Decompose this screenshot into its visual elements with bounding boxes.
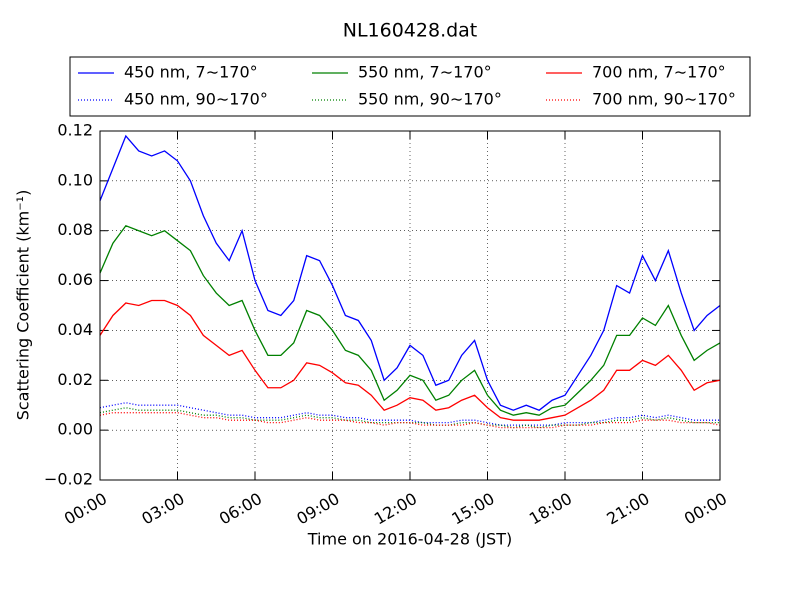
data-line — [99, 224, 721, 416]
legend-label: 700 nm, 90∼170° — [592, 90, 736, 109]
chart-title: NL160428.dat — [343, 20, 478, 42]
legend: 450 nm, 7∼170° 450 nm, 90∼170° 550 nm, 7∼1… — [69, 56, 751, 117]
legend-label: 450 nm, 90∼170° — [124, 90, 268, 109]
legend-label: 450 nm, 7∼170° — [124, 63, 258, 82]
y-tick-label: 0.00 — [57, 420, 93, 439]
legend-label: 550 nm, 7∼170° — [358, 63, 492, 82]
y-tick-label: 0.02 — [57, 370, 93, 389]
legend-box — [69, 56, 751, 117]
y-axis-label: Scattering Coefficient (km⁻¹) — [14, 190, 33, 421]
data-line — [99, 134, 721, 411]
plot-frame — [99, 130, 721, 481]
y-tick-label: 0.10 — [57, 170, 93, 189]
y-tick-label: 0.08 — [57, 220, 93, 239]
y-tick-label: 0.04 — [57, 320, 93, 339]
x-axis-label: Time on 2016-04-28 (JST) — [307, 530, 512, 549]
data-line — [99, 299, 721, 421]
legend-label: 550 nm, 90∼170° — [358, 90, 502, 109]
data-line — [99, 412, 721, 429]
y-tick-label: −0.02 — [44, 470, 93, 489]
y-tick-label: 0.06 — [57, 270, 93, 289]
y-tick-label: 0.12 — [57, 121, 93, 140]
legend-label: 700 nm, 7∼170° — [592, 63, 726, 82]
